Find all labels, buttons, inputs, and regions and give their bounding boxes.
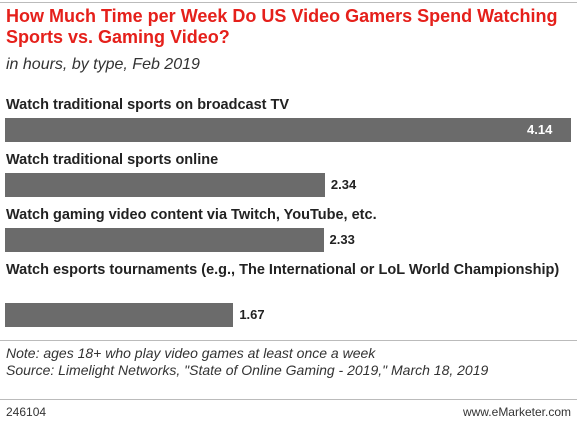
source: Source: Limelight Networks, "State of On… [6,362,489,378]
category-label: Watch traditional sports online [6,152,219,168]
value-label: 2.33 [329,232,355,247]
value-label: 4.14 [527,122,553,137]
note: Note: ages 18+ who play video games at l… [6,345,376,361]
value-label: 1.67 [239,307,265,322]
bar [5,303,234,327]
chart-title: How Much Time per Week Do US Video Gamer… [6,6,558,47]
top-rule [0,2,577,3]
note-rule [0,340,577,341]
category-label: Watch gaming video content via Twitch, Y… [6,207,377,223]
chart-subtitle: in hours, by type, Feb 2019 [6,56,200,73]
brand: www.eMarketer.com [462,405,571,419]
value-label: 2.34 [330,177,357,192]
bar [5,118,571,142]
category-label: Watch esports tournaments (e.g., The Int… [6,262,560,278]
footer-rule [0,399,577,400]
category-label: Watch traditional sports on broadcast TV [6,97,290,113]
bar [5,228,324,252]
bar [5,173,325,197]
chart-id: 246104 [6,405,47,419]
notes: Note: ages 18+ who play video games at l… [6,345,566,379]
